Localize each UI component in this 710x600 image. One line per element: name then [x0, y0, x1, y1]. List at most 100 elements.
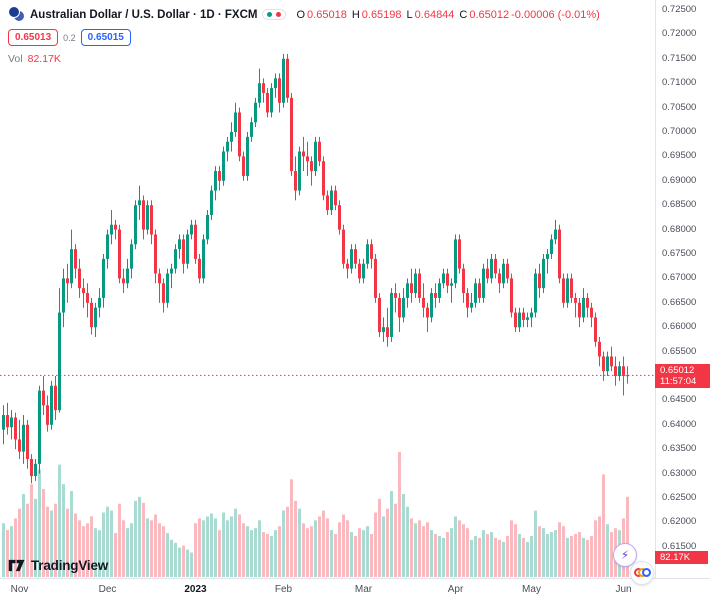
- candle-body: [546, 254, 549, 259]
- candle-body: [586, 297, 589, 308]
- candle-body: [202, 239, 205, 279]
- buy-button[interactable]: 0.65015: [80, 29, 131, 46]
- candle-body: [210, 190, 213, 215]
- candle-body: [274, 78, 277, 89]
- tradingview-logo[interactable]: TradingView: [8, 558, 108, 573]
- quick-action-lightning-button[interactable]: ⚡: [613, 543, 637, 567]
- volume-bar: [178, 547, 181, 577]
- volume-bar: [198, 518, 201, 577]
- volume-bar: [94, 528, 97, 577]
- volume-bar: [450, 528, 453, 577]
- candle-body: [182, 239, 185, 264]
- volume-bar: [18, 508, 21, 577]
- candle-body: [402, 297, 405, 318]
- legend-row-volume: Vol 82.17K: [8, 53, 600, 65]
- candle-body: [298, 151, 301, 191]
- ohlc-close-value: 0.65012: [469, 8, 510, 21]
- candle-body: [286, 58, 289, 98]
- candle-body: [418, 273, 421, 298]
- candle-body: [222, 151, 225, 181]
- candle-body: [522, 312, 525, 320]
- candle-body: [266, 92, 269, 113]
- candle-body: [614, 366, 617, 376]
- candle-body: [474, 283, 477, 303]
- volume-bar: [502, 541, 505, 577]
- volume-bar: [550, 532, 553, 577]
- volume-bar: [354, 535, 357, 577]
- candle-body: [106, 234, 109, 259]
- candle-body: [86, 293, 89, 303]
- symbol-title[interactable]: Australian Dollar / U.S. Dollar · 1D · F…: [30, 8, 258, 21]
- candle-body: [250, 122, 253, 137]
- last-price-label: 0.65012 11:57:04: [655, 364, 710, 389]
- candle-body: [38, 390, 41, 464]
- candle-body: [114, 224, 117, 230]
- candle-body: [610, 356, 613, 367]
- volume-bar: [546, 534, 549, 577]
- candle-body: [338, 205, 341, 230]
- volume-bar: [442, 537, 445, 577]
- candle-body: [82, 288, 85, 294]
- volume-bar: [626, 496, 629, 577]
- volume-bar: [538, 526, 541, 577]
- volume-bar: [254, 528, 257, 577]
- candle-body: [146, 205, 149, 230]
- candle-body: [554, 229, 557, 240]
- volume-bar: [238, 514, 241, 577]
- time-axis[interactable]: Nov Dec 2023 Feb Mar Apr May Jun: [0, 578, 710, 600]
- ohlc-low-value: 0.64844: [414, 8, 455, 21]
- candle-body: [558, 229, 561, 279]
- volume-bar: [46, 506, 49, 577]
- candle-body: [238, 112, 241, 157]
- volume-bar: [106, 506, 109, 577]
- price-axis-tick: 0.70500: [662, 101, 697, 113]
- volume-bar: [606, 524, 609, 577]
- candle-wick: [627, 366, 628, 384]
- candle-body: [206, 214, 209, 240]
- candle-body: [410, 283, 413, 294]
- candle-body: [98, 297, 101, 308]
- volume-bar: [342, 514, 345, 577]
- price-axis[interactable]: 0.72500 0.72000 0.71500 0.71000 0.70500 0.700…: [655, 0, 710, 578]
- price-axis-tick: 0.67500: [662, 248, 697, 259]
- candle-body: [122, 278, 125, 284]
- price-axis-tick: 0.70000: [662, 126, 697, 137]
- candle-body: [46, 405, 49, 425]
- volume-bar: [210, 513, 213, 577]
- volume-bar: [438, 535, 441, 577]
- market-status-toggle[interactable]: [262, 9, 287, 20]
- volume-bar: [510, 520, 513, 577]
- volume-bar: [302, 523, 305, 577]
- candle-body: [486, 268, 489, 279]
- volume-bar: [586, 539, 589, 577]
- volume-bar: [590, 535, 593, 577]
- candle-body: [626, 375, 629, 377]
- candle-body: [354, 249, 357, 264]
- volume-bar: [478, 537, 481, 577]
- volume-bar: [402, 493, 405, 577]
- volume-bar: [494, 537, 497, 577]
- volume-bar: [578, 532, 581, 577]
- volume-bar: [122, 520, 125, 577]
- multicolor-rings-button[interactable]: [630, 561, 654, 585]
- volume-bar: [290, 479, 293, 577]
- volume-bar: [518, 534, 521, 577]
- volume-bar: [294, 500, 297, 577]
- candle-body: [130, 244, 133, 269]
- candle-body: [466, 293, 469, 308]
- candle-body: [6, 415, 9, 428]
- candle-wick: [171, 263, 172, 289]
- candle-body: [134, 205, 137, 245]
- sell-button[interactable]: 0.65013: [8, 29, 59, 46]
- candlestick-plot[interactable]: [0, 0, 655, 578]
- candle-body: [562, 278, 565, 303]
- volume-bar: [102, 512, 105, 577]
- volume-bar: [490, 532, 493, 577]
- candle-body: [450, 283, 453, 286]
- candle-body: [22, 424, 25, 452]
- candle-body: [534, 273, 537, 313]
- volume-bar: [298, 508, 301, 577]
- time-axis-tick: Nov: [10, 584, 29, 595]
- price-axis-tick: 0.68000: [662, 223, 697, 235]
- volume-bar: [170, 539, 173, 577]
